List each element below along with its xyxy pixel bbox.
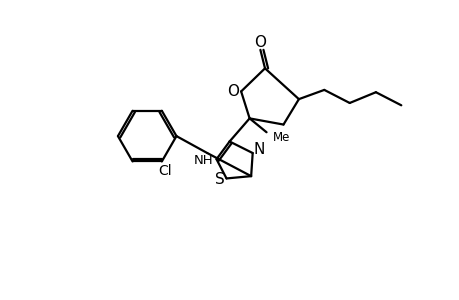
Text: Cl: Cl	[158, 164, 171, 178]
Text: N: N	[252, 142, 264, 158]
Text: S: S	[214, 172, 224, 187]
Text: O: O	[226, 84, 238, 99]
Text: NH: NH	[193, 154, 213, 167]
Text: O: O	[254, 35, 266, 50]
Text: Me: Me	[272, 131, 290, 144]
